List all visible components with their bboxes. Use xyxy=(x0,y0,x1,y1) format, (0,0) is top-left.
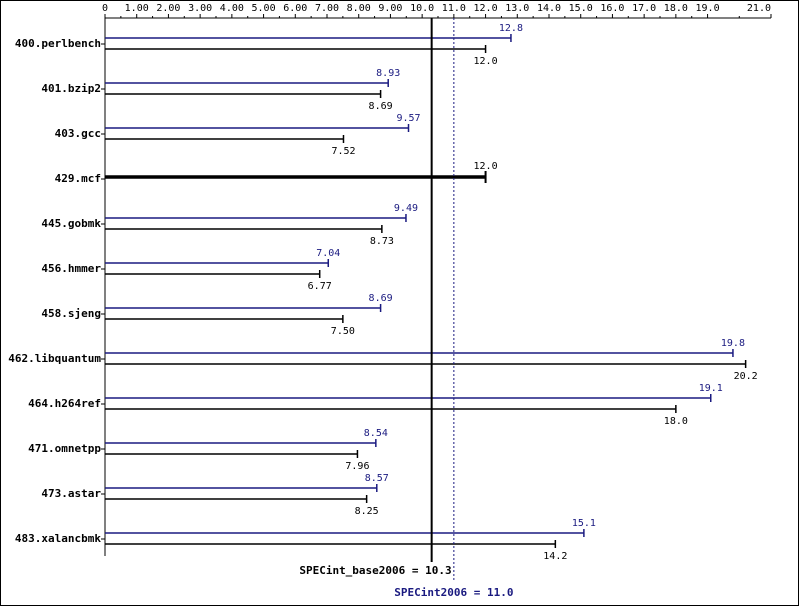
x-tick-label: 14.0 xyxy=(537,3,561,14)
peak-value-label: 19.1 xyxy=(699,383,723,394)
base-value-label: 14.2 xyxy=(543,551,567,562)
benchmark-label: 445.gobmk xyxy=(41,217,101,230)
benchmark-label: 429.mcf xyxy=(55,172,101,185)
benchmark-label: 462.libquantum xyxy=(8,352,101,365)
peak-value-label: 8.57 xyxy=(365,473,389,484)
benchmark-label: 401.bzip2 xyxy=(41,82,101,95)
benchmark-label: 403.gcc xyxy=(55,127,101,140)
base-value-label: 7.52 xyxy=(331,146,355,157)
x-tick-label: 5.00 xyxy=(252,3,276,14)
benchmark-label: 400.perlbench xyxy=(15,37,101,50)
base-value-label: 12.0 xyxy=(474,161,498,172)
x-tick-label: 15.0 xyxy=(569,3,593,14)
peak-value-label: 8.69 xyxy=(369,293,393,304)
x-tick-label: 16.0 xyxy=(600,3,624,14)
x-tick-label: 3.00 xyxy=(188,3,212,14)
x-tick-label: 1.00 xyxy=(125,3,149,14)
peak-value-label: 15.1 xyxy=(572,518,596,529)
base-value-label: 8.69 xyxy=(369,101,393,112)
x-tick-label: 8.00 xyxy=(347,3,371,14)
base-value-label: 12.0 xyxy=(474,56,498,67)
benchmark-label: 483.xalancbmk xyxy=(15,532,101,545)
x-tick-label: 9.00 xyxy=(378,3,402,14)
benchmark-label: 458.sjeng xyxy=(41,307,101,320)
x-tick-label: 0 xyxy=(102,3,108,14)
x-tick-label: 12.0 xyxy=(474,3,498,14)
base-value-label: 20.2 xyxy=(734,371,758,382)
peak-summary-label: SPECint2006 = 11.0 xyxy=(394,586,513,599)
base-value-label: 18.0 xyxy=(664,416,688,427)
x-tick-label: 7.00 xyxy=(315,3,339,14)
base-value-label: 7.50 xyxy=(331,326,355,337)
benchmark-label: 471.omnetpp xyxy=(28,442,101,455)
peak-value-label: 12.8 xyxy=(499,23,523,34)
x-tick-label: 6.00 xyxy=(283,3,307,14)
x-tick-label: 18.0 xyxy=(664,3,688,14)
base-value-label: 6.77 xyxy=(308,281,332,292)
base-value-label: 8.73 xyxy=(370,236,394,247)
x-tick-label: 21.0 xyxy=(747,3,771,14)
base-value-label: 8.25 xyxy=(355,506,379,517)
x-tick-label: 2.00 xyxy=(156,3,180,14)
benchmark-label: 473.astar xyxy=(41,487,101,500)
x-tick-label: 4.00 xyxy=(220,3,244,14)
benchmark-label: 456.hmmer xyxy=(41,262,101,275)
base-value-label: 7.96 xyxy=(345,461,369,472)
peak-value-label: 9.49 xyxy=(394,203,418,214)
peak-value-label: 9.57 xyxy=(396,113,420,124)
peak-value-label: 8.93 xyxy=(376,68,400,79)
x-tick-label: 10.0 xyxy=(410,3,434,14)
benchmark-label: 464.h264ref xyxy=(28,397,101,410)
x-tick-label: 11.0 xyxy=(442,3,466,14)
base-summary-label: SPECint_base2006 = 10.3 xyxy=(299,564,451,577)
peak-value-label: 19.8 xyxy=(721,338,745,349)
x-tick-label: 17.0 xyxy=(632,3,656,14)
x-tick-label: 13.0 xyxy=(505,3,529,14)
peak-value-label: 7.04 xyxy=(316,248,340,259)
x-tick-label: 19.0 xyxy=(696,3,720,14)
peak-value-label: 8.54 xyxy=(364,428,388,439)
